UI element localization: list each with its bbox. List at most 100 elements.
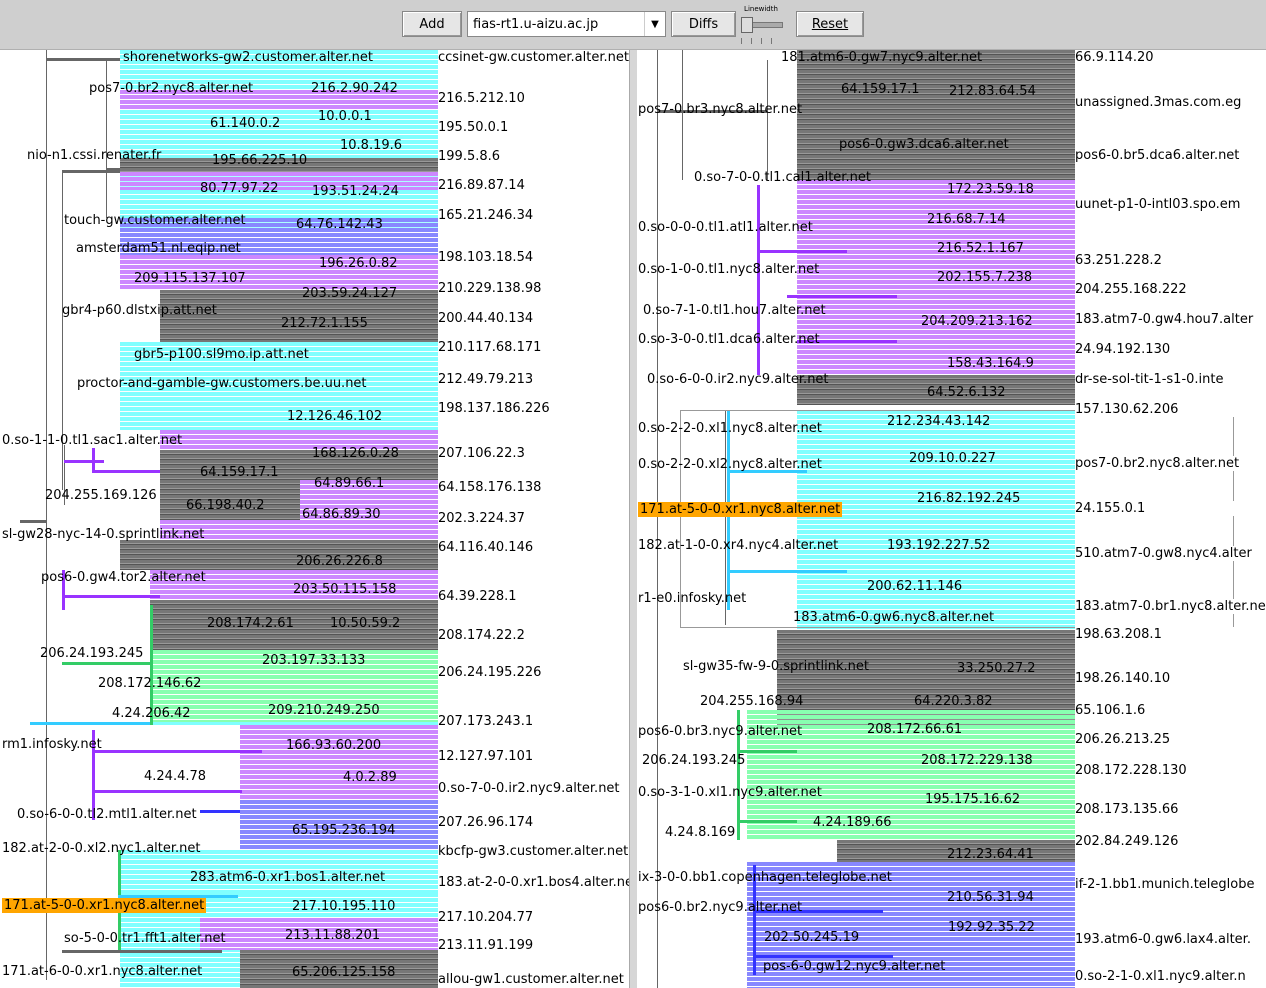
tree-node-label[interactable]: 212.234.43.142 xyxy=(887,414,991,429)
tree-node-label[interactable]: 203.50.115.158 xyxy=(293,582,397,597)
leaf-label[interactable]: 204.255.168.222 xyxy=(1075,282,1266,297)
leaf-label[interactable]: 0.so-7-0-0.ir2.nyc9.alter.net xyxy=(438,781,629,796)
host-select[interactable]: fias-rt1.u-aizu.ac.jp ▼ xyxy=(467,11,666,37)
tree-node-label[interactable]: 0.so-0-0-0.tl1.atl1.alter.net xyxy=(638,220,813,235)
tree-node-label[interactable]: shorenetworks-gw2.customer.alter.net xyxy=(123,50,374,65)
tree-node-label[interactable]: 64.220.3.82 xyxy=(914,694,993,709)
tree-node-label[interactable]: 172.23.59.18 xyxy=(947,182,1034,197)
tree-node-label[interactable]: 195.175.16.62 xyxy=(925,792,1021,807)
tree-node-label[interactable]: 208.172.66.61 xyxy=(867,722,963,737)
leaf-label[interactable]: 217.10.204.77 xyxy=(438,910,629,925)
leaf-label[interactable]: if-2-1.bb1.munich.teleglobe xyxy=(1075,877,1266,892)
leaf-label[interactable]: 24.94.192.130 xyxy=(1075,342,1266,357)
tree-node-label[interactable]: 171.at-6-0-0.xr1.nyc8.alter.net xyxy=(2,964,203,979)
leaf-label[interactable]: 198.137.186.226 xyxy=(438,401,629,416)
leaf-label[interactable]: 210.117.68.171 xyxy=(438,340,629,355)
leaf-label[interactable]: 195.50.0.1 xyxy=(438,120,629,135)
tree-node-label[interactable]: 4.0.2.89 xyxy=(343,770,397,785)
tree-node-label[interactable]: 0.so-2-2-0.xl1.nyc8.alter.net xyxy=(638,421,822,436)
tree-node-label[interactable]: 212.72.1.155 xyxy=(281,316,368,331)
tree-node-label[interactable]: gbr4-p60.dlstxip.att.net xyxy=(62,303,217,318)
tree-node-label[interactable]: 210.56.31.94 xyxy=(947,890,1034,905)
leaf-label[interactable]: 63.251.228.2 xyxy=(1075,253,1266,268)
tree-node-label[interactable]: 171.at-5-0-0.xr1.nyc8.alter.net xyxy=(638,502,843,517)
tree-node-label[interactable]: 209.10.0.227 xyxy=(909,451,996,466)
tree-node-label[interactable]: 64.159.17.1 xyxy=(841,82,920,97)
tree-node-label[interactable]: 0.so-7-1-0.tl1.hou7.alter.net xyxy=(643,303,826,318)
leaf-label[interactable]: 198.63.208.1 xyxy=(1075,627,1266,642)
tree-node-label[interactable]: 283.atm6-0.xr1.bos1.alter.net xyxy=(190,870,386,885)
tree-node-label[interactable]: 61.140.0.2 xyxy=(210,116,281,131)
tree-node-label[interactable]: 4.24.189.66 xyxy=(813,815,892,830)
tree-node-label[interactable]: 0.so-7-0-0.tl1.cal1.alter.net xyxy=(694,170,871,185)
leaf-label[interactable]: uunet-p1-0-intl03.spo.em xyxy=(1075,197,1266,212)
tree-node-label[interactable]: 204.255.169.126 xyxy=(45,488,157,503)
leaf-label[interactable]: kbcfp-gw3.customer.alter.net xyxy=(438,844,629,859)
tree-node-label[interactable]: 181.atm6-0.gw7.nyc9.alter.net xyxy=(781,50,983,65)
tree-node-label[interactable]: 166.93.60.200 xyxy=(286,738,382,753)
leaf-label[interactable]: ccsinet-gw.customer.alter.net xyxy=(438,50,629,65)
tree-node-label[interactable]: 208.172.229.138 xyxy=(921,753,1033,768)
leaf-label[interactable]: 210.229.138.98 xyxy=(438,281,629,296)
leaf-label[interactable]: unassigned.3mas.com.eg xyxy=(1075,95,1266,110)
tree-node-label[interactable]: 204.209.213.162 xyxy=(921,314,1033,329)
tree-node-label[interactable]: pos6-0.br3.nyc9.alter.net xyxy=(638,724,803,739)
tree-node-label[interactable]: 65.195.236.194 xyxy=(292,823,396,838)
leaf-label[interactable]: 66.9.114.20 xyxy=(1075,50,1266,65)
tree-node-label[interactable]: 208.174.2.61 xyxy=(207,616,294,631)
leaf-label[interactable]: 12.127.97.101 xyxy=(438,749,629,764)
leaf-label[interactable]: pos7-0.br2.nyc8.alter.net xyxy=(1075,456,1266,471)
tree-node-label[interactable]: sl-gw35-fw-9-0.sprintlink.net xyxy=(683,659,870,674)
tree-panel-right[interactable]: 181.atm6-0.gw7.nyc9.alter.net 64.159.17.1… xyxy=(637,50,1266,988)
chevron-down-icon[interactable]: ▼ xyxy=(644,12,665,36)
leaf-label[interactable]: 207.106.22.3 xyxy=(438,446,629,461)
tree-node-label[interactable]: 216.82.192.245 xyxy=(917,491,1021,506)
leaf-label[interactable]: 206.24.195.226 xyxy=(438,665,629,680)
tree-node-label[interactable]: 10.0.0.1 xyxy=(318,109,372,124)
tree-node-label[interactable]: 212.83.64.54 xyxy=(949,84,1036,99)
tree-node-label[interactable]: r1-e0.infosky.net xyxy=(638,591,747,606)
tree-node-label[interactable]: 80.77.97.22 xyxy=(200,181,279,196)
leaf-label[interactable]: 198.103.18.54 xyxy=(438,250,629,265)
tree-node-label[interactable]: 66.198.40.2 xyxy=(186,498,265,513)
leaf-label[interactable]: 64.116.40.146 xyxy=(438,540,629,555)
leaf-label[interactable]: 216.89.87.14 xyxy=(438,178,629,193)
reset-button[interactable]: Reset xyxy=(796,11,864,37)
linewidth-slider[interactable]: Linewidth xyxy=(739,5,783,45)
tree-node-label[interactable]: 183.atm6-0.gw6.nyc8.alter.net xyxy=(793,610,995,625)
diffs-button[interactable]: Diffs xyxy=(671,11,736,37)
tree-node-label[interactable]: 4.24.8.169 xyxy=(665,825,736,840)
leaf-label[interactable]: 183.atm7-0.gw4.hou7.alter xyxy=(1075,312,1266,327)
tree-node-label[interactable]: 196.26.0.82 xyxy=(319,256,398,271)
tree-node-label[interactable]: 168.126.0.28 xyxy=(312,446,399,461)
tree-node-label[interactable]: pos7-0.br3.nyc8.alter.net xyxy=(638,102,803,117)
tree-node-label[interactable]: 206.24.193.245 xyxy=(642,753,746,768)
tree-node-label[interactable]: 0.so-2-2-0.xl2.nyc8.alter.net xyxy=(638,457,822,472)
leaf-label[interactable]: 183.atm7-0.br1.nyc8.alter.net xyxy=(1075,599,1266,614)
tree-node-label[interactable]: 203.59.24.127 xyxy=(302,286,398,301)
tree-node-label[interactable]: 182.at-2-0-0.xl2.nyc1.alter.net xyxy=(2,841,201,856)
leaf-label[interactable]: dr-se-sol-tit-1-s1-0.inte xyxy=(1075,372,1266,387)
tree-node-label[interactable]: 0.so-1-0-0.tl1.nyc8.alter.net xyxy=(638,262,820,277)
tree-node-label[interactable]: 0.so-1-1-0.tl1.sac1.alter.net xyxy=(2,433,183,448)
tree-node-label[interactable]: pos6-0.gw4.tor2.alter.net xyxy=(41,570,206,585)
leaf-label[interactable]: 24.155.0.1 xyxy=(1075,501,1266,516)
tree-node-label[interactable]: 4.24.4.78 xyxy=(144,769,207,784)
tree-node-label[interactable]: 64.52.6.132 xyxy=(927,385,1006,400)
tree-panel-left[interactable]: shorenetworks-gw2.customer.alter.net pos7… xyxy=(0,50,629,988)
linewidth-thumb[interactable] xyxy=(741,17,753,33)
leaf-label[interactable]: 207.173.243.1 xyxy=(438,714,629,729)
leaf-label[interactable]: 64.39.228.1 xyxy=(438,589,629,604)
tree-node-label[interactable]: 216.68.7.14 xyxy=(927,212,1006,227)
leaf-label[interactable]: 199.5.8.6 xyxy=(438,149,629,164)
tree-node-label[interactable]: 64.86.89.30 xyxy=(302,507,381,522)
tree-node-label[interactable]: 193.192.227.52 xyxy=(887,538,991,553)
tree-node-label[interactable]: 212.23.64.41 xyxy=(947,847,1034,862)
leaf-label[interactable]: 64.158.176.138 xyxy=(438,480,629,495)
leaf-label[interactable]: 157.130.62.206 xyxy=(1075,402,1266,417)
leaf-label[interactable]: 208.172.228.130 xyxy=(1075,763,1266,778)
tree-node-label[interactable]: 204.255.168.94 xyxy=(700,694,804,709)
leaf-label[interactable]: 207.26.96.174 xyxy=(438,815,629,830)
tree-node-label[interactable]: 208.172.146.62 xyxy=(98,676,202,691)
tree-node-label[interactable]: 206.26.226.8 xyxy=(296,554,383,569)
